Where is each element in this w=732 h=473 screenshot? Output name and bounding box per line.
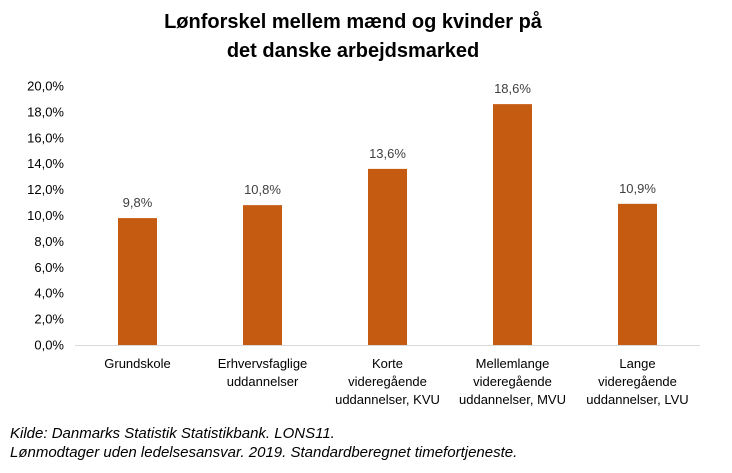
category-label-line: videregående xyxy=(348,374,427,389)
y-tick-label: 0,0% xyxy=(34,338,64,353)
x-axis: Grundskole Erhvervsfaglige uddannelser Kort… xyxy=(104,356,688,407)
category-label-line: uddannelser, MVU xyxy=(459,392,566,407)
category-label-line: Lange xyxy=(619,356,655,371)
category-label-line: Korte xyxy=(372,356,403,371)
chart-title-line: det danske arbejdsmarked xyxy=(227,40,479,62)
y-tick-label: 8,0% xyxy=(34,234,64,249)
source-note-line-2: Lønmodtager uden ledelsesansvar. 2019. S… xyxy=(10,444,518,461)
bar xyxy=(493,104,532,345)
y-tick-label: 14,0% xyxy=(27,156,64,171)
category-label: Mellemlange videregående uddannelser, MVU xyxy=(459,356,566,407)
bar xyxy=(243,205,282,345)
chart-title-line: Lønforskel mellem mænd og kvinder på xyxy=(164,10,543,33)
category-label-line: Grundskole xyxy=(104,356,170,371)
category-label: Korte videregående uddannelser, KVU xyxy=(335,356,440,407)
bar-chart: Lønforskel mellem mænd og kvinder på det … xyxy=(27,10,700,407)
category-label: Erhvervsfaglige uddannelser xyxy=(218,356,308,389)
data-label: 9,8% xyxy=(123,195,153,210)
bar xyxy=(618,203,657,345)
category-label-line: uddannelser, LVU xyxy=(586,392,688,407)
chart-title: Lønforskel mellem mænd og kvinder på det … xyxy=(164,10,543,62)
y-tick-label: 10,0% xyxy=(27,208,64,223)
data-labels: 9,8% 10,8% 13,6% 18,6% 10,9% xyxy=(123,81,657,210)
y-tick-label: 4,0% xyxy=(34,286,64,301)
category-label-line: videregående xyxy=(598,374,677,389)
data-label: 10,9% xyxy=(619,181,656,196)
category-label: Grundskole xyxy=(104,356,170,371)
data-label: 10,8% xyxy=(244,182,281,197)
category-label-line: uddannelser xyxy=(227,374,299,389)
y-axis: 0,0% 2,0% 4,0% 6,0% 8,0% 10,0% 12,0% 14,0% 16,0%… xyxy=(27,79,64,353)
category-label-line: videregående xyxy=(473,374,552,389)
bar-series xyxy=(118,104,657,345)
y-tick-label: 12,0% xyxy=(27,182,64,197)
data-label: 13,6% xyxy=(369,146,406,161)
category-label: Lange videregående uddannelser, LVU xyxy=(586,356,688,407)
y-tick-label: 20,0% xyxy=(27,79,64,94)
y-tick-label: 18,0% xyxy=(27,104,64,119)
category-label-line: uddannelser, KVU xyxy=(335,392,440,407)
y-tick-label: 16,0% xyxy=(27,130,64,145)
source-note-line-1: Kilde: Danmarks Statistik Statistikbank.… xyxy=(10,425,335,442)
bar xyxy=(118,218,157,345)
category-label-line: Mellemlange xyxy=(476,356,550,371)
bar xyxy=(368,168,407,345)
category-label-line: Erhvervsfaglige xyxy=(218,356,308,371)
data-label: 18,6% xyxy=(494,81,531,96)
y-tick-label: 6,0% xyxy=(34,260,64,275)
y-tick-label: 2,0% xyxy=(34,312,64,327)
